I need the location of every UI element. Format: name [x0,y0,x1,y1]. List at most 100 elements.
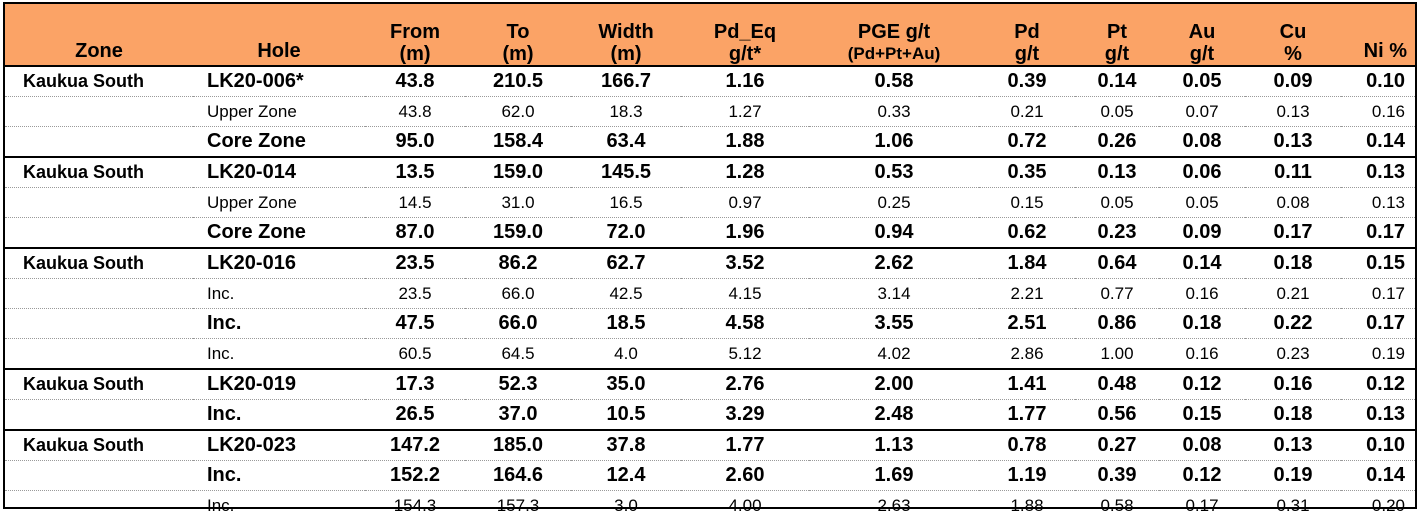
cell-au: 0.08 [1159,430,1245,461]
cell-pge: 2.00 [809,369,979,400]
cell-pt: 0.48 [1075,369,1159,400]
header-from-line2: (m) [365,43,465,65]
cell-ni: 0.14 [1341,461,1415,491]
cell-zone [5,309,193,339]
cell-pt: 0.14 [1075,66,1159,97]
header-to-line2: (m) [465,43,571,65]
cell-pd: 0.72 [979,127,1075,158]
cell-au: 0.16 [1159,339,1245,370]
cell-pt: 0.39 [1075,461,1159,491]
cell-hole: Inc. [193,491,365,520]
cell-ni: 0.19 [1341,339,1415,370]
header-pge: PGE g/t(Pd+Pt+Au) [809,4,979,66]
cell-to: 164.6 [465,461,571,491]
cell-pd: 1.88 [979,491,1075,520]
header-cu-line2: % [1245,43,1341,65]
cell-hole: LK20-019 [193,369,365,400]
cell-ni: 0.10 [1341,66,1415,97]
cell-pge: 0.53 [809,157,979,188]
cell-au: 0.06 [1159,157,1245,188]
cell-to: 62.0 [465,97,571,127]
cell-pd-eq: 4.00 [681,491,809,520]
cell-pge: 2.48 [809,400,979,431]
header-width: Width(m) [571,4,681,66]
cell-hole: Core Zone [193,127,365,158]
cell-au: 0.05 [1159,66,1245,97]
header-hole: Hole [193,4,365,66]
cell-pt: 1.00 [1075,339,1159,370]
cell-zone [5,127,193,158]
cell-to: 52.3 [465,369,571,400]
cell-cu: 0.23 [1245,339,1341,370]
cell-from: 43.8 [365,97,465,127]
cell-width: 35.0 [571,369,681,400]
cell-pt: 0.77 [1075,279,1159,309]
cell-to: 86.2 [465,248,571,279]
cell-from: 13.5 [365,157,465,188]
header-pt-line2: g/t [1075,43,1159,65]
cell-cu: 0.18 [1245,248,1341,279]
cell-from: 60.5 [365,339,465,370]
cell-ni: 0.14 [1341,127,1415,158]
cell-width: 72.0 [571,218,681,249]
cell-width: 37.8 [571,430,681,461]
cell-from: 43.8 [365,66,465,97]
cell-pd-eq: 4.15 [681,279,809,309]
header-to-line1: To [465,21,571,43]
cell-zone [5,188,193,218]
cell-zone [5,400,193,431]
cell-from: 154.3 [365,491,465,520]
cell-hole: Upper Zone [193,188,365,218]
cell-pd-eq: 2.60 [681,461,809,491]
cell-pt: 0.64 [1075,248,1159,279]
cell-hole: LK20-006* [193,66,365,97]
cell-zone: Kaukua South [5,66,193,97]
cell-pd-eq: 1.88 [681,127,809,158]
cell-pd: 0.15 [979,188,1075,218]
cell-pd-eq: 0.97 [681,188,809,218]
cell-pge: 3.55 [809,309,979,339]
cell-zone [5,491,193,520]
cell-au: 0.15 [1159,400,1245,431]
header-to: To(m) [465,4,571,66]
cell-to: 157.3 [465,491,571,520]
cell-ni: 0.10 [1341,430,1415,461]
cell-hole: Core Zone [193,218,365,249]
cell-cu: 0.19 [1245,461,1341,491]
cell-from: 87.0 [365,218,465,249]
cell-pd: 1.41 [979,369,1075,400]
cell-hole: Inc. [193,400,365,431]
cell-width: 4.0 [571,339,681,370]
header-from-line1: From [365,21,465,43]
cell-width: 16.5 [571,188,681,218]
cell-to: 159.0 [465,157,571,188]
cell-hole: LK20-023 [193,430,365,461]
cell-pd: 0.35 [979,157,1075,188]
cell-pge: 2.63 [809,491,979,520]
cell-au: 0.08 [1159,127,1245,158]
header-pge-line2: (Pd+Pt+Au) [809,43,979,65]
cell-hole: Inc. [193,309,365,339]
cell-from: 152.2 [365,461,465,491]
cell-width: 3.0 [571,491,681,520]
cell-cu: 0.09 [1245,66,1341,97]
cell-hole: LK20-014 [193,157,365,188]
cell-zone [5,461,193,491]
cell-cu: 0.13 [1245,430,1341,461]
cell-ni: 0.20 [1341,491,1415,520]
cell-au: 0.12 [1159,369,1245,400]
cell-pt: 0.13 [1075,157,1159,188]
cell-from: 147.2 [365,430,465,461]
cell-to: 159.0 [465,218,571,249]
